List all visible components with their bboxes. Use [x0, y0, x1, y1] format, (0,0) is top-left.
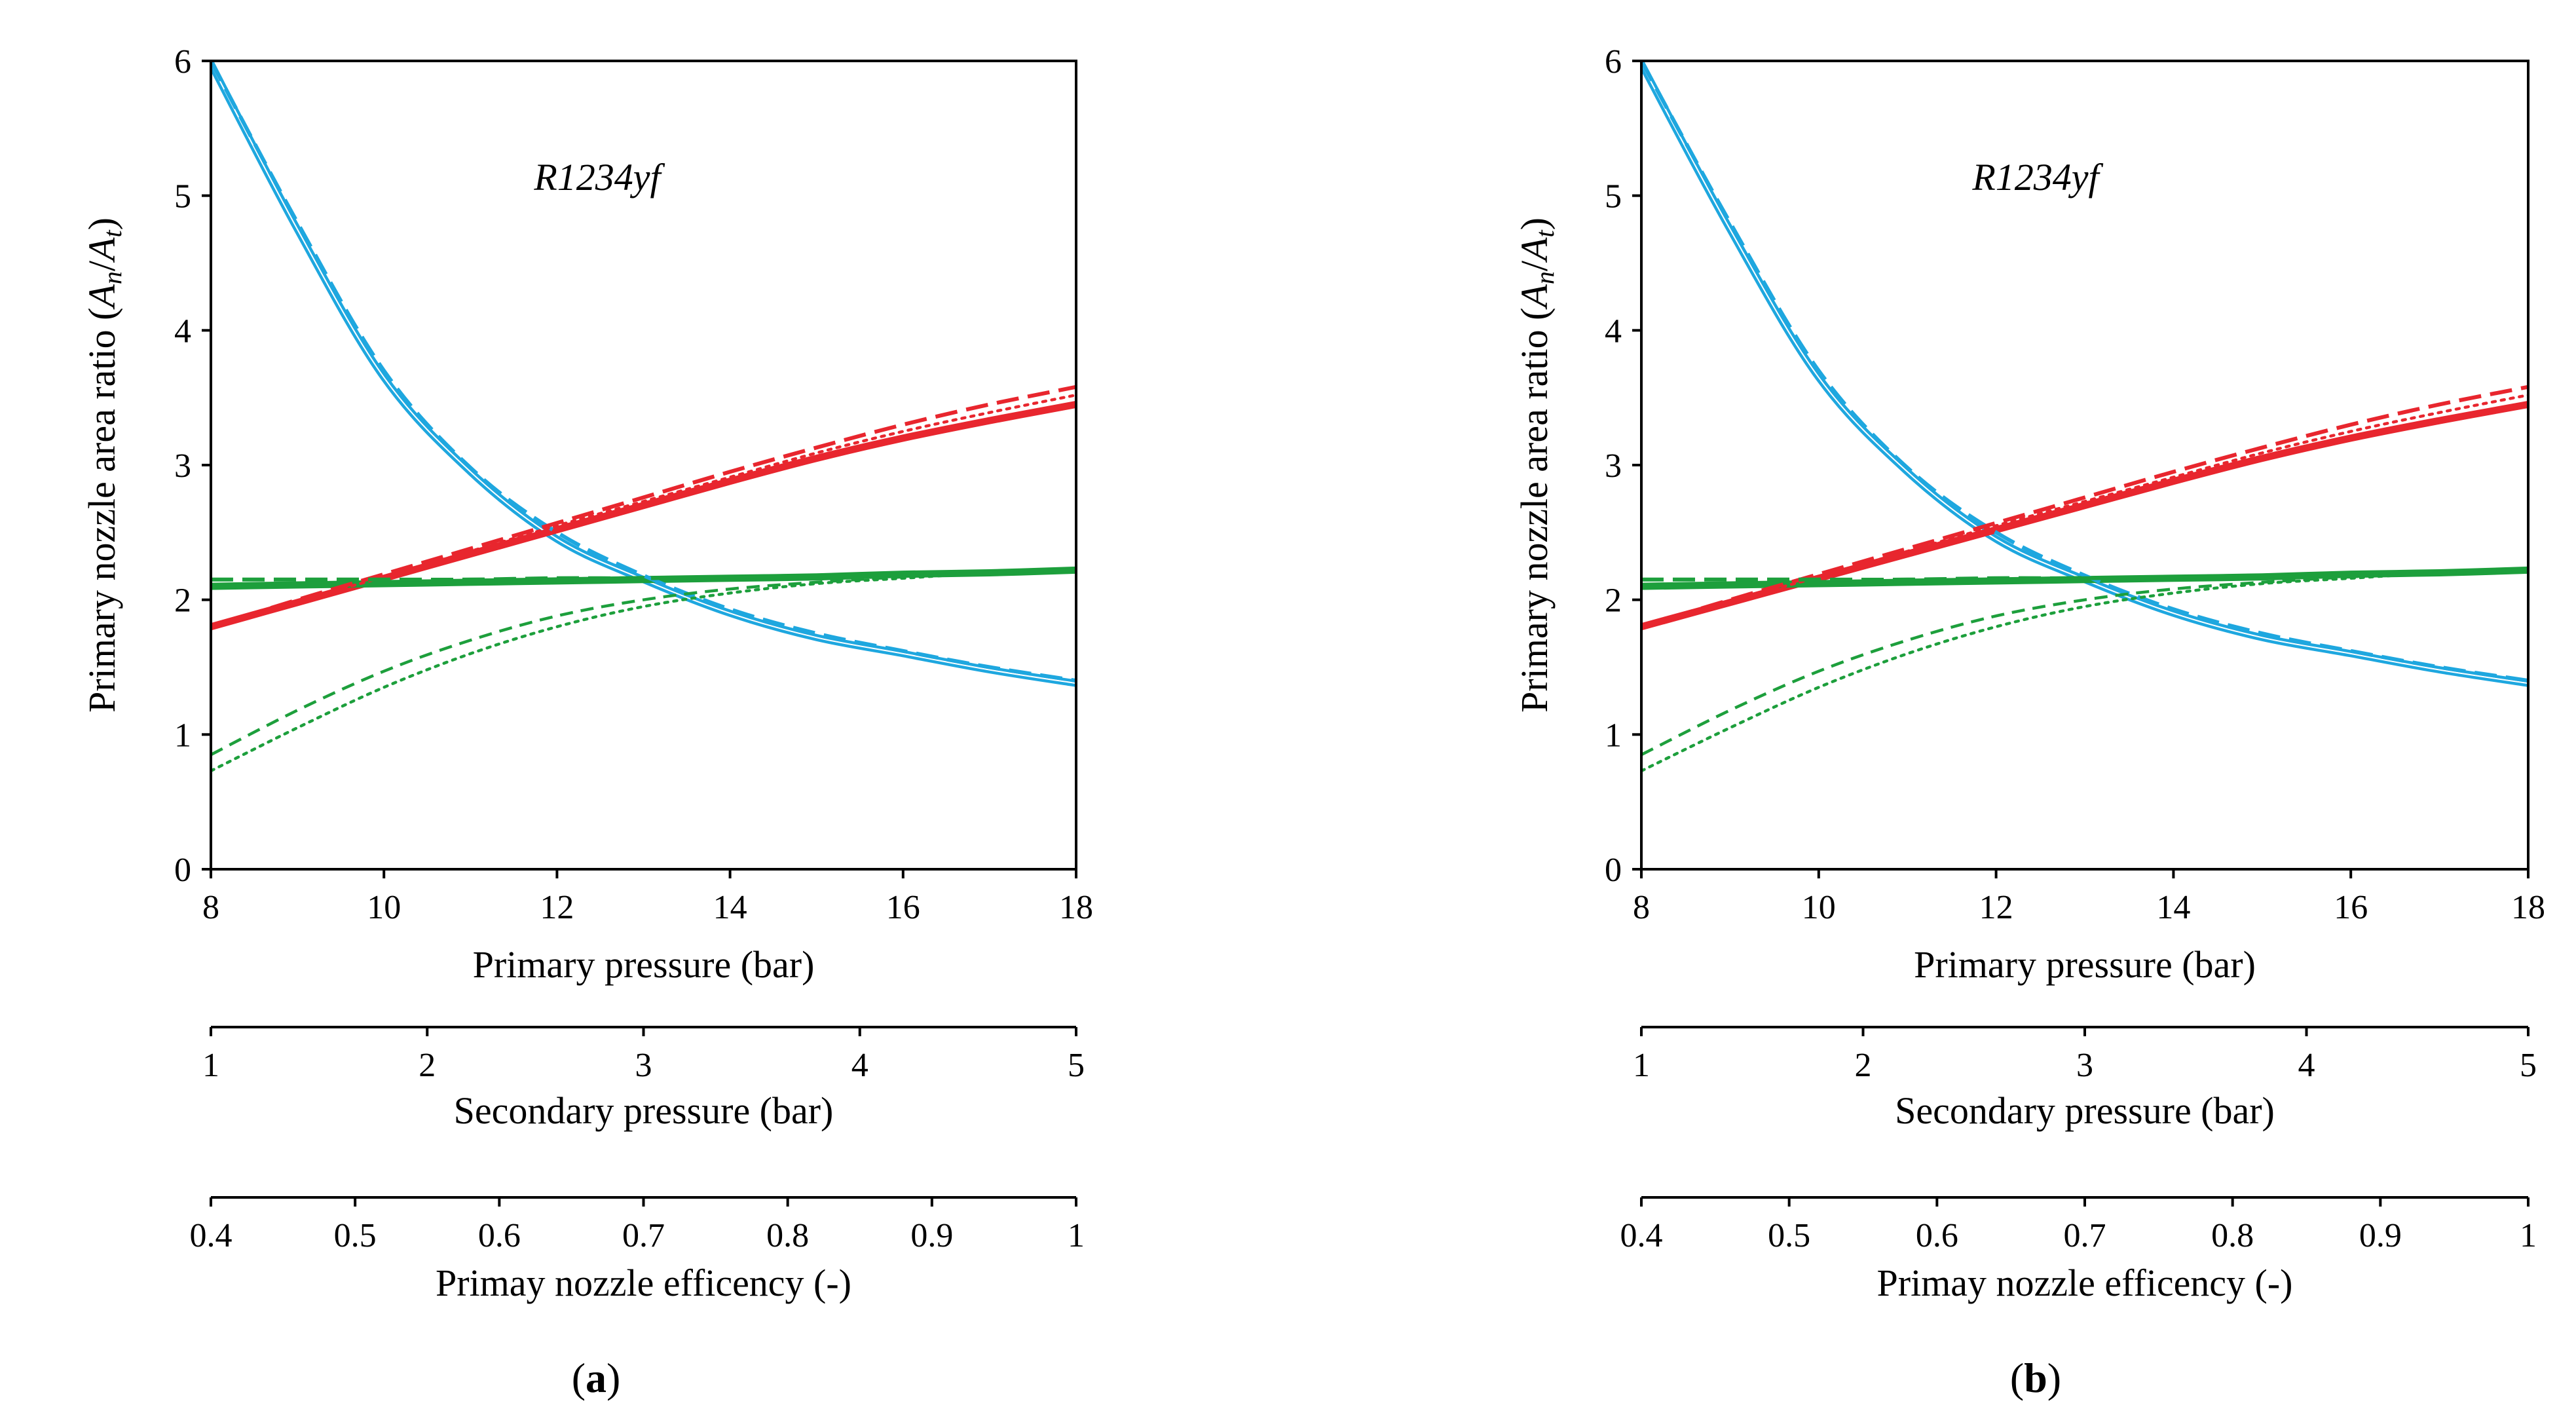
x-tick-label: 1	[1633, 1047, 1650, 1084]
series-green-solid	[211, 566, 1076, 590]
y-axis-title-slash: /	[1513, 260, 1556, 271]
x-tick-label: 0.4	[190, 1217, 233, 1254]
panel-label: (a)	[572, 1355, 621, 1401]
panel-label: (b)	[2010, 1355, 2061, 1401]
x-tick-label: 14	[713, 889, 747, 926]
x-tick-label: 0.7	[2064, 1217, 2106, 1254]
x-tick-label: 4	[851, 1047, 868, 1084]
x-tick-label: 1	[202, 1047, 219, 1084]
x-axis-title: Primary pressure (bar)	[1914, 943, 2256, 986]
x-tick-label: 5	[1068, 1047, 1085, 1084]
x-tick-label: 18	[1059, 889, 1093, 926]
series-group	[211, 60, 1076, 773]
y-tick-label: 3	[174, 447, 191, 485]
x-tick-label: 0.6	[478, 1217, 521, 1254]
y-axis-title-close: )	[81, 217, 123, 230]
series-group	[1641, 60, 2528, 773]
y-tick-label: 1	[174, 717, 191, 754]
series-red-dashed	[1641, 385, 2528, 629]
y-axis-title-slash: /	[81, 260, 123, 271]
y-tick-label: 5	[1605, 178, 1622, 216]
x-tick-label: 10	[1802, 889, 1836, 926]
y-tick-label: 3	[1605, 447, 1622, 485]
x-tick-label: 0.5	[334, 1217, 377, 1254]
y-tick-label: 4	[174, 312, 191, 350]
y-tick-label: 1	[1605, 717, 1622, 754]
annotation-refrigerant: R1234yf	[1971, 156, 2103, 198]
y-tick-label: 0	[1605, 852, 1622, 889]
series-red-solid	[211, 400, 1076, 631]
series-green-longdash	[1641, 568, 2528, 582]
x-tick-label: 10	[367, 889, 401, 926]
x-tick-label: 14	[2156, 889, 2190, 926]
x-tick-label: 5	[2520, 1047, 2537, 1084]
y-axis-title-var: A	[1513, 284, 1556, 310]
x-tick-label: 1	[1068, 1217, 1085, 1254]
x-tick-label: 2	[1855, 1047, 1872, 1084]
y-tick-label: 6	[174, 43, 191, 81]
x-tick-label: 8	[202, 889, 219, 926]
y-tick-label: 2	[1605, 582, 1622, 620]
panel-letter: a	[586, 1355, 607, 1401]
y-tick-label: 5	[174, 178, 191, 216]
series-green-dotted	[1641, 569, 2528, 773]
series-red-solid	[1641, 400, 2528, 631]
x-tick-label: 3	[2076, 1047, 2093, 1084]
y-axis-title-sub: t	[1530, 230, 1559, 238]
series-blue-solid-highlight	[1641, 63, 2528, 685]
x-tick-label: 0.5	[1768, 1217, 1810, 1254]
x-tick-label: 0.6	[1916, 1217, 1958, 1254]
panel-letter: b	[2024, 1355, 2047, 1401]
x-tick-label: 0.9	[2359, 1217, 2402, 1254]
x-tick-label: 2	[419, 1047, 436, 1084]
x-axis-title: Primay nozzle efficency (-)	[1877, 1262, 2293, 1304]
x-axis-title: Primary pressure (bar)	[473, 943, 815, 986]
x-tick-label: 0.8	[766, 1217, 809, 1254]
y-axis-title: Primary nozzle area ratio (An/At)	[81, 217, 127, 713]
x-axis-title: Secondary pressure (bar)	[1895, 1089, 2275, 1132]
series-blue-dashed	[1641, 60, 2528, 683]
y-axis-title: Primary nozzle area ratio (An/At)	[1513, 217, 1559, 713]
series-red-dotted	[1641, 393, 2528, 629]
x-tick-label: 12	[1979, 889, 2013, 926]
x-tick-label: 0.8	[2211, 1217, 2254, 1254]
series-red-dashed	[211, 385, 1076, 629]
x-tick-label: 0.7	[622, 1217, 665, 1254]
y-tick-label: 0	[174, 852, 191, 889]
x-tick-label: 0.9	[910, 1217, 953, 1254]
y-axis-title-close: )	[1513, 217, 1556, 230]
series-red-dotted	[211, 393, 1076, 629]
x-tick-label: 16	[886, 889, 920, 926]
x-tick-label: 12	[540, 889, 574, 926]
x-tick-label: 16	[2334, 889, 2368, 926]
x-tick-label: 1	[2520, 1217, 2537, 1254]
x-axis-title: Primay nozzle efficency (-)	[436, 1262, 851, 1304]
series-green-longdash	[211, 568, 1076, 582]
y-axis-title-main: Primary nozzle area ratio (	[81, 308, 123, 713]
y-axis-title-var: A	[81, 237, 123, 263]
series-green-dashed	[1641, 569, 2528, 757]
x-tick-label: 3	[635, 1047, 652, 1084]
y-axis-title-var: A	[1513, 237, 1556, 263]
y-tick-label: 4	[1605, 312, 1622, 350]
y-axis-title-main: Primary nozzle area ratio (	[1513, 308, 1556, 713]
series-green-dashed	[211, 569, 1076, 757]
y-axis-title-sub: n	[1530, 271, 1559, 284]
x-tick-label: 8	[1633, 889, 1650, 926]
y-axis-title-var: A	[81, 284, 123, 310]
y-axis-title-sub: n	[98, 271, 127, 284]
x-axis-title: Secondary pressure (bar)	[454, 1089, 834, 1132]
y-tick-label: 2	[174, 582, 191, 620]
series-blue-solid-highlight	[211, 63, 1076, 685]
x-tick-label: 18	[2511, 889, 2545, 926]
series-blue-dashed	[211, 60, 1076, 683]
x-tick-label: 4	[2298, 1047, 2315, 1084]
annotation-refrigerant: R1234yf	[533, 156, 665, 198]
y-tick-label: 6	[1605, 43, 1622, 81]
y-axis-title-sub: t	[98, 230, 127, 238]
x-tick-label: 0.4	[1620, 1217, 1663, 1254]
